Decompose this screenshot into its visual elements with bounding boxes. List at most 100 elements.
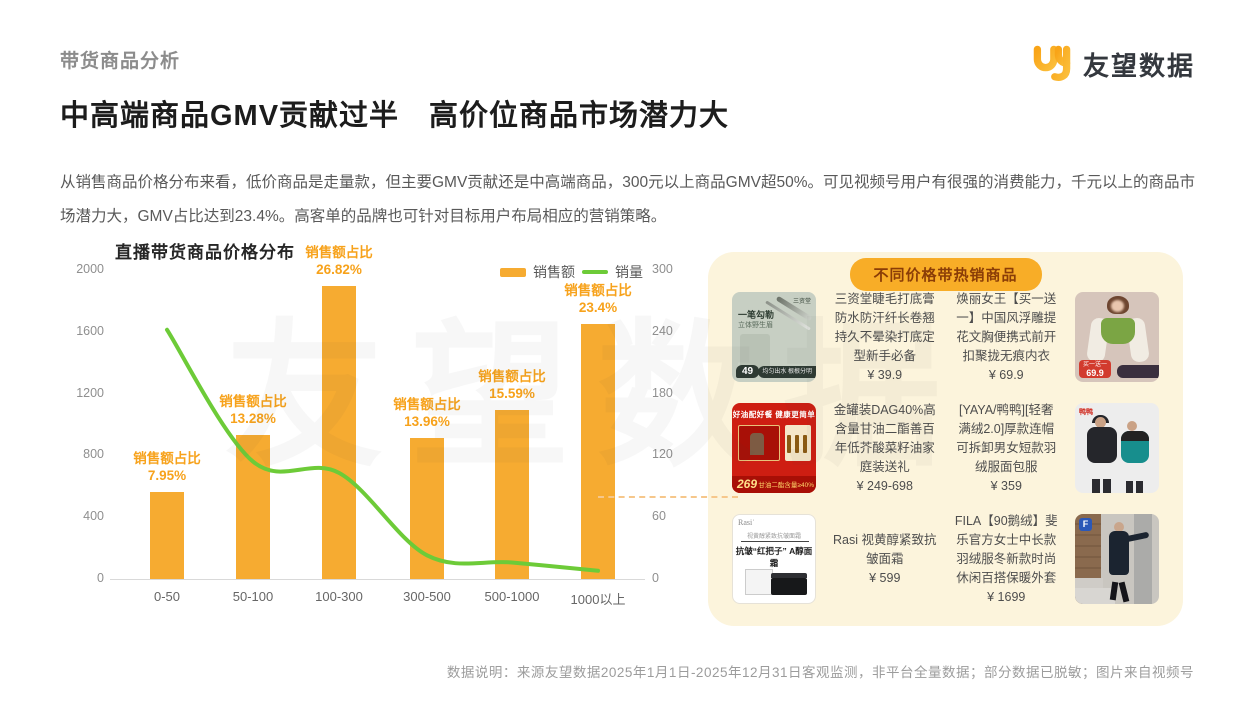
photo-shape <box>740 334 770 368</box>
y-axis-tick-left: 1200 <box>76 385 104 400</box>
brand-logo: 友望数据 <box>1031 44 1195 84</box>
y-axis-tick-left: 0 <box>97 571 104 585</box>
product-price: ¥ 599 <box>869 570 901 585</box>
gmv-share-label: 销售额占比 7.95% <box>133 451 201 484</box>
product-name: 三资堂睫毛打底膏防水防汗纤长卷翘持久不晕染打底定型新手必备 <box>834 291 935 363</box>
gmv-share-label: 销售额占比 23.4% <box>564 283 632 316</box>
leg-shape <box>1118 581 1130 603</box>
product-price: ¥ 1699 <box>987 589 1026 604</box>
y-axis-tick-left: 2000 <box>76 262 104 276</box>
box-shape <box>745 569 773 595</box>
price-distribution-chart: 直播带货商品价格分布 销售额 销量 0 400 800 1200 1600 2000 0 60… <box>60 238 720 610</box>
pillar-shape <box>1134 514 1152 604</box>
chart-plot-area: 0 400 800 1200 1600 2000 0 60 120 180 240 300 销售额占比 7… <box>60 238 720 610</box>
leg-shape <box>1126 481 1133 493</box>
y-axis-tick-right: 120 <box>652 447 673 462</box>
product-image-brand: Rasi˙ <box>738 518 755 527</box>
x-axis-tick: 0-50 <box>153 589 181 604</box>
leg-shape <box>1136 481 1143 493</box>
product-item: FILA【90鹅绒】斐乐官方女士中长款羽绒服冬新款时尚休闲百搭保暖外套 ¥ 16… <box>954 512 1060 607</box>
product-price: ¥ 39.9 <box>867 367 903 382</box>
product-name: FILA【90鹅绒】斐乐官方女士中长款羽绒服冬新款时尚休闲百搭保暖外套 <box>954 513 1058 585</box>
bra-shape <box>1101 318 1135 344</box>
product-name: [YAYA/鸭鸭][轻奢满绒2.0]厚款连帽可拆卸男女短款羽绒服面包服 <box>956 402 1057 474</box>
product-image-face-cream: Rasi˙ 视黄醇紧致抗皱面霜 抗皱“红把子” A醇面霜 <box>732 514 816 604</box>
coat-shape <box>1109 531 1129 575</box>
price-badge: 269 <box>737 477 758 491</box>
product-image-brand: 鸭鸭 <box>1079 409 1093 416</box>
intro-paragraph: 从销售商品价格分布来看，低价商品是走量款，但主要GMV贡献还是中高端商品，300… <box>60 173 1196 225</box>
product-price: ¥ 359 <box>990 478 1022 493</box>
price-badge: 49 <box>736 365 760 378</box>
product-name: 金罐装DAG40%高含量甘油二酯善百年低芥酸菜籽油家庭装送礼 <box>833 402 936 474</box>
dashed-connector-line <box>598 496 738 498</box>
product-name: Rasi 视黄醇紧致抗皱面霜 <box>833 532 937 566</box>
brand-logo-icon <box>1033 45 1071 81</box>
legend-line-label: 销量 <box>615 264 643 280</box>
legend-line-swatch <box>582 270 608 274</box>
gmv-share-label: 销售额占比 15.59% <box>478 368 546 401</box>
product-price: ¥ 249-698 <box>856 478 913 493</box>
y-axis-tick-right: 60 <box>652 509 666 524</box>
image-strip <box>732 476 816 493</box>
leg-shape <box>1109 581 1119 601</box>
head-shape <box>1127 421 1137 431</box>
price-badge: 买一送一 69.9 <box>1079 360 1112 378</box>
y-axis-tick-left: 1600 <box>76 323 104 338</box>
leg-shape <box>1103 479 1111 493</box>
product-item: 金罐装DAG40%高含量甘油二酯善百年低芥酸菜籽油家庭装送礼 ¥ 249-698 <box>832 401 938 496</box>
product-image-eyeliner: 三资堂 一笔勾勒 立体野生眉 49 均匀出水 根根分明 <box>732 292 816 382</box>
x-axis-tick: 300-500 <box>403 589 451 604</box>
product-item: 三资堂睫毛打底膏防水防汗纤长卷翘持久不晕染打底定型新手必备 ¥ 39.9 <box>832 290 938 385</box>
y-axis-tick-left: 400 <box>83 509 104 524</box>
jar-cap-shape <box>771 573 807 578</box>
step-shape <box>1075 578 1103 588</box>
product-grid: 三资堂 一笔勾勒 立体野生眉 49 均匀出水 根根分明 三资堂睫毛打底膏防水防汗… <box>708 292 1183 604</box>
y-axis-tick-right: 240 <box>652 323 673 338</box>
product-price: ¥ 69.9 <box>988 367 1024 382</box>
data-disclaimer: 数据说明：来源友望数据2025年1月1日-2025年12月31日客观监测，非平台… <box>446 665 1194 680</box>
hot-products-panel: 不同价格带热销商品 三资堂 一笔勾勒 立体野生眉 49 均匀出水 根根分明 三资… <box>708 252 1183 626</box>
product-item: [YAYA/鸭鸭][轻奢满绒2.0]厚款连帽可拆卸男女短款羽绒服面包服 ¥ 35… <box>954 401 1060 496</box>
divider <box>741 541 809 542</box>
gmv-bar <box>410 437 444 579</box>
black-jacket-shape <box>1087 427 1117 463</box>
bottles-shape <box>785 425 811 461</box>
y-axis-tick-left: 800 <box>83 447 104 462</box>
legend-bar-swatch <box>500 267 526 277</box>
product-image-title: 抗皱“红把子” A醇面霜 <box>735 546 813 568</box>
product-image-text: 一笔勾勒 <box>738 310 775 320</box>
y-axis-tick-right: 300 <box>652 262 673 276</box>
x-axis-tick: 100-300 <box>315 589 363 604</box>
x-axis-tick: 50-100 <box>232 589 274 604</box>
product-image-long-down-coat: F <box>1075 514 1159 604</box>
brand-name: 友望数据 <box>1082 50 1195 81</box>
x-axis-line <box>110 579 645 580</box>
x-axis-tick: 500-1000 <box>484 589 540 604</box>
jacket-yoke-shape <box>1121 431 1149 441</box>
x-axis-tick: 1000以上 <box>570 592 626 607</box>
person-shape <box>750 433 764 455</box>
gmv-bar <box>581 324 615 579</box>
product-image-oil-giftbox: 好油配好餐 健康更简单 269 甘油二酯含量≥40% <box>732 403 816 493</box>
image-strip-text: 均匀出水 根根分明 <box>758 366 816 378</box>
image-strip <box>1117 365 1159 378</box>
leg-shape <box>1092 479 1100 493</box>
product-image-brand: 三资堂 <box>792 299 811 305</box>
gmv-bar <box>150 492 184 579</box>
chart-title: 直播带货商品价格分布 <box>115 243 295 262</box>
gmv-share-label: 销售额占比 13.28% <box>219 394 287 426</box>
product-image-bra: 买一送一 69.9 <box>1075 292 1159 382</box>
jar-shape <box>771 578 807 595</box>
product-item: 焕丽女王【买一送一】中国风浮雕提花文胸便携式前开扣聚拢无痕内衣 ¥ 69.9 <box>954 290 1060 385</box>
gmv-bar <box>322 286 356 579</box>
legend-bar-label: 销售额 <box>533 264 575 280</box>
chart-legend: 销售额 销量 <box>500 262 643 282</box>
product-image-text: 立体野生眉 <box>738 322 773 329</box>
head-shape <box>1114 522 1124 532</box>
section-label: 带货商品分析 <box>60 51 181 72</box>
fila-logo: F <box>1079 518 1092 531</box>
panel-badge: 不同价格带热销商品 <box>849 258 1042 291</box>
product-item: Rasi 视黄醇紧致抗皱面霜 ¥ 599 <box>832 531 938 588</box>
